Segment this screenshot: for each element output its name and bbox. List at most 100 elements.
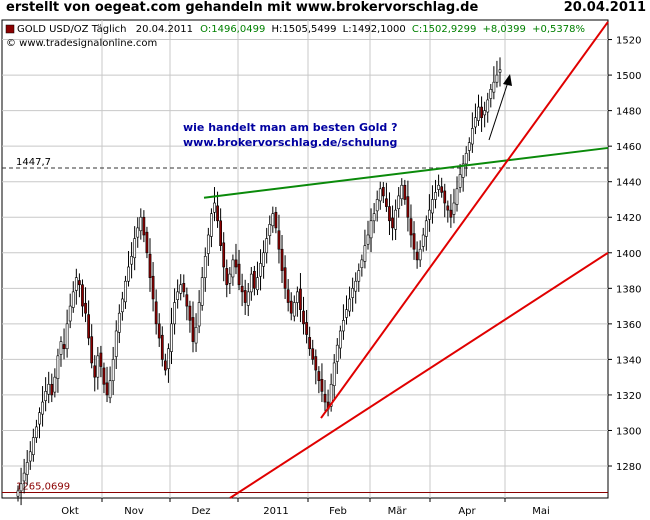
level-lines: 1447,7 1265,0699 <box>2 157 608 494</box>
candle-body <box>437 184 440 190</box>
candle-body <box>443 190 447 204</box>
candle-body <box>191 317 195 342</box>
candle-body <box>145 231 149 254</box>
candle-body <box>53 376 57 393</box>
x-tick-label: Mai <box>532 506 550 517</box>
candle-body <box>31 437 35 455</box>
candle-body <box>163 360 167 371</box>
candle-body <box>409 218 413 236</box>
candle-body <box>231 259 235 278</box>
candle-body <box>461 163 465 178</box>
y-tick-label: 1360 <box>616 320 641 331</box>
support-trendline-long <box>229 251 609 499</box>
candle-body <box>78 280 81 286</box>
x-tick-label: Apr <box>458 506 476 517</box>
candle-body <box>366 234 370 245</box>
header-date: 20.04.2011 <box>563 0 646 15</box>
candle-body <box>467 142 471 151</box>
candle-body <box>173 302 176 325</box>
candle-body <box>114 330 118 357</box>
candle-body <box>262 252 265 267</box>
candle-body <box>323 393 327 403</box>
candle-body <box>246 291 250 306</box>
candle-body <box>121 298 124 313</box>
legend-change-pct: +0,5378% <box>532 24 585 35</box>
candle-body <box>133 238 137 259</box>
candle-body <box>41 401 44 415</box>
candle-body <box>406 196 410 218</box>
candle-body <box>213 202 216 213</box>
candle-body <box>375 199 379 212</box>
candle-body <box>124 280 127 303</box>
x-tick-label: Nov <box>124 506 144 517</box>
candle-body <box>440 186 444 193</box>
copyright-text: © www.tradesignalonline.com <box>6 38 157 49</box>
y-tick-label: 1300 <box>616 426 641 437</box>
candle-body <box>170 323 173 352</box>
candle-body <box>412 233 416 250</box>
candle-body <box>142 216 146 236</box>
candle-body <box>492 81 496 93</box>
candle-body <box>249 273 253 293</box>
candle-body <box>338 330 342 349</box>
candle-body <box>228 273 232 284</box>
candle-body <box>480 106 483 119</box>
candle-body <box>277 230 281 250</box>
support-trendline-steep <box>320 21 609 419</box>
candle-body <box>225 268 229 286</box>
candle-body <box>185 294 189 307</box>
candle-body <box>431 199 434 214</box>
candle-body <box>477 106 480 121</box>
candle-body <box>388 206 391 222</box>
candle-body <box>167 348 170 369</box>
candle-body <box>421 234 425 247</box>
legend-date: 20.04.2011 <box>136 24 193 35</box>
candle-body <box>489 89 493 99</box>
header-credit: erstellt von oegeat.com gehandeln mit ww… <box>6 0 479 15</box>
candle-body <box>449 209 453 218</box>
candle-body <box>354 280 358 292</box>
candle-body <box>59 341 63 355</box>
candle-body <box>299 288 302 310</box>
candle-body <box>50 383 54 396</box>
x-tick-label: Dez <box>191 506 210 517</box>
candle-body <box>360 259 364 269</box>
candle-body <box>234 259 238 268</box>
y-tick-label: 1520 <box>616 36 641 47</box>
candle-body <box>210 213 213 237</box>
candle-body <box>237 263 241 286</box>
candle-body <box>317 371 321 382</box>
y-tick-label: 1340 <box>616 355 641 366</box>
x-tick-label: Feb <box>329 506 347 517</box>
y-tick-label: 1380 <box>616 284 641 295</box>
candle-body <box>25 462 29 475</box>
candle-body <box>464 152 468 165</box>
candle-body <box>96 355 100 378</box>
candle-body <box>182 283 186 293</box>
candle-body <box>286 289 290 303</box>
candle-body <box>222 242 226 268</box>
candle-body <box>38 412 41 425</box>
candle-body <box>243 290 247 303</box>
candle-body <box>108 380 112 399</box>
candle-body <box>62 344 66 350</box>
projection-arrow <box>488 74 512 141</box>
legend-low: L:1492,1000 <box>343 24 406 35</box>
candle-body <box>391 217 394 229</box>
candle-body <box>93 365 97 378</box>
candle-body <box>127 266 130 282</box>
legend-instrument: GOLD USD/OZ Täglich <box>17 24 127 35</box>
legend-open: O:1496,0499 <box>200 24 265 35</box>
candle-body <box>56 355 60 379</box>
candle-body <box>292 302 296 317</box>
candle-body <box>424 220 428 237</box>
grid-lines <box>2 20 608 498</box>
candle-body <box>280 248 284 271</box>
candle-body <box>105 382 109 396</box>
candle-body <box>434 192 437 200</box>
candle-body <box>148 253 152 278</box>
arrow-head <box>503 74 512 86</box>
annotation: wie handelt man am besten Gold ? www.bro… <box>183 121 397 149</box>
y-tick-label: 1480 <box>616 107 641 118</box>
